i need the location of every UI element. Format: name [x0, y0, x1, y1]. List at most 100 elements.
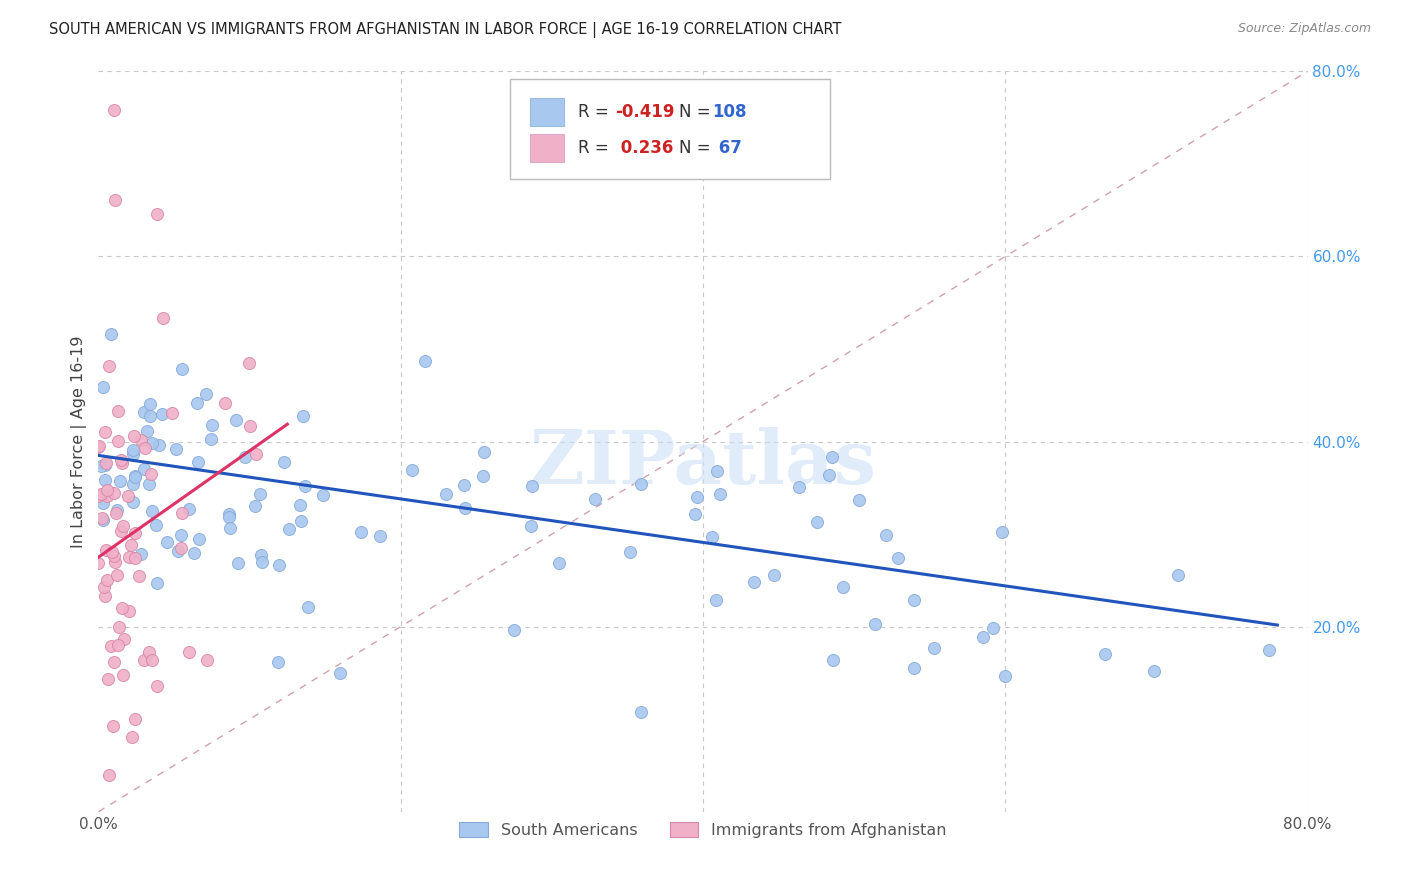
Point [124, 470, 146, 484]
Point [329, 666, 352, 681]
Point [179, 645, 201, 659]
Point [806, 515, 828, 529]
Point [122, 477, 145, 491]
Point [170, 528, 193, 542]
Point [218, 521, 240, 535]
Point [249, 487, 271, 501]
Point [87, 556, 110, 570]
Point [139, 409, 162, 423]
Point [107, 638, 129, 652]
Point [94, 474, 117, 488]
Point [413, 354, 436, 368]
Point [148, 438, 170, 452]
Point [124, 550, 146, 565]
Point [887, 551, 910, 566]
Point [122, 428, 145, 442]
Point [97, 673, 120, 687]
Point [267, 656, 290, 670]
Point [110, 524, 132, 539]
Text: 0.236: 0.236 [614, 138, 673, 157]
Point [105, 567, 128, 582]
Point [218, 510, 240, 524]
Point [832, 580, 855, 594]
Point [152, 407, 174, 421]
Point [177, 501, 200, 516]
Text: R =: R = [578, 103, 614, 121]
Point [90, 487, 112, 501]
Point [1167, 568, 1189, 582]
Point [90, 511, 112, 525]
Point [87, 439, 110, 453]
Point [132, 462, 155, 476]
Point [243, 499, 266, 513]
Point [104, 555, 127, 569]
Point [160, 406, 183, 420]
Point [118, 604, 141, 618]
Point [218, 507, 240, 521]
Point [124, 712, 146, 726]
Point [434, 487, 457, 501]
Point [297, 600, 319, 615]
Point [108, 475, 131, 489]
Point [472, 445, 495, 459]
Point [132, 405, 155, 419]
Point [136, 425, 159, 439]
Text: N =: N = [679, 103, 716, 121]
Point [214, 396, 236, 410]
Point [93, 425, 115, 440]
Point [238, 419, 260, 434]
Point [924, 640, 946, 655]
Point [225, 413, 247, 427]
Point [107, 434, 129, 449]
Point [630, 706, 652, 720]
Point [233, 450, 256, 465]
FancyBboxPatch shape [530, 98, 564, 126]
Point [96, 483, 118, 497]
Point [630, 477, 652, 491]
Point [165, 442, 187, 457]
Point [98, 359, 121, 373]
Point [100, 639, 122, 653]
Point [200, 432, 222, 446]
Point [273, 455, 295, 469]
Point [238, 356, 260, 370]
Point [146, 207, 169, 221]
Point [1142, 665, 1164, 679]
Point [103, 103, 125, 118]
Point [981, 621, 1004, 635]
Point [138, 397, 160, 411]
Point [122, 447, 145, 461]
Point [683, 507, 706, 521]
Point [742, 574, 765, 589]
Point [97, 767, 120, 781]
Point [104, 193, 127, 207]
Point [94, 456, 117, 470]
Point [990, 525, 1012, 540]
Text: SOUTH AMERICAN VS IMMIGRANTS FROM AFGHANISTAN IN LABOR FORCE | AGE 16-19 CORRELA: SOUTH AMERICAN VS IMMIGRANTS FROM AFGHAN… [49, 22, 842, 38]
Point [96, 489, 118, 503]
Point [994, 668, 1017, 682]
Point [706, 464, 728, 478]
Point [118, 549, 141, 564]
Point [141, 653, 163, 667]
Point [167, 544, 190, 558]
Point [368, 529, 391, 543]
Point [170, 361, 193, 376]
Point [195, 387, 218, 401]
Point [187, 455, 209, 469]
Point [195, 652, 218, 666]
Point [90, 459, 112, 474]
Point [111, 456, 134, 470]
Point [312, 488, 335, 502]
Point [107, 404, 129, 418]
Point [93, 458, 115, 473]
Point [87, 490, 110, 504]
Point [763, 568, 786, 582]
Point [122, 495, 145, 509]
Point [821, 450, 844, 465]
Point [1258, 642, 1281, 657]
Point [122, 443, 145, 458]
Point [201, 417, 224, 432]
Point [146, 576, 169, 591]
Point [186, 396, 208, 410]
